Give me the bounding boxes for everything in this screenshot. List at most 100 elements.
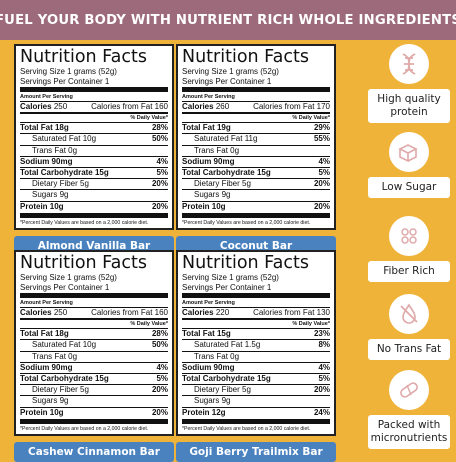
amount-per-serving: Amount Per Serving [20, 94, 73, 100]
nutrient-percent: 50% [151, 340, 168, 350]
nutrient-row: Total Carbohydrate 15g 5% [20, 168, 168, 178]
nutrient-name: Protein 10g [20, 407, 64, 417]
nutrient-rows: Total Fat 18g 28% Saturated Fat 10g 50% Tran… [20, 122, 168, 212]
nutrient-row: Protein 10g 20% [20, 202, 168, 212]
calories-value: 220 [215, 308, 230, 317]
label-title: Nutrition Facts [182, 253, 309, 273]
nutrient-percent: 5% [318, 168, 330, 178]
nutrient-row: Dietary Fiber 5g 20% [182, 179, 330, 189]
nutrient-name: Trans Fat 0g [32, 145, 78, 155]
nutrient-row: Total Fat 15g 23% [182, 329, 330, 339]
nutrient-percent: 50% [151, 134, 168, 144]
capsule-icon [389, 370, 429, 410]
nutrient-percent: 20% [151, 385, 168, 395]
nutrient-name: Total Carbohydrate 15g [182, 374, 271, 384]
nutrient-percent: 28% [151, 329, 168, 339]
nutrient-row: Saturated Fat 10g 50% [20, 340, 168, 350]
serving-size: Serving Size 1 grams (52g) [20, 273, 117, 282]
label-title: Nutrition Facts [20, 253, 147, 273]
nutrient-percent: 55% [313, 134, 330, 144]
nutrient-row: Trans Fat 0g [20, 352, 168, 362]
grain-icon [389, 216, 429, 256]
nutrition-panel-cashew: Nutrition Facts Serving Size 1 grams (52… [14, 250, 174, 462]
nutrient-name: Sugars 9g [194, 396, 231, 406]
nutrient-name: Sugars 9g [194, 190, 231, 200]
amount-per-serving: Amount Per Serving [182, 94, 235, 100]
nutrient-name: Trans Fat 0g [32, 351, 78, 361]
nutrient-name: Sodium 90mg [20, 362, 73, 372]
nutrient-name: Total Carbohydrate 15g [20, 168, 109, 178]
nutrient-percent: 5% [156, 374, 168, 384]
feature-label: Fiber Rich [368, 261, 450, 282]
daily-value-header: % Daily Value* [292, 115, 330, 122]
nutrient-name: Sugars 9g [32, 396, 69, 406]
calories-from-fat: Calories from Fat 160 [91, 308, 168, 317]
footnote: *Percent Daily Values are based on a 2,0… [182, 425, 311, 432]
servings-per-container: Servings Per Container 1 [20, 282, 110, 292]
nutrient-row: Total Fat 18g 28% [20, 123, 168, 133]
sugar-cube-icon [389, 132, 429, 172]
calories-value: 250 [53, 102, 68, 111]
servings-per-container: Servings Per Container 1 [20, 76, 110, 86]
nutrient-row: Total Fat 19g 29% [182, 123, 330, 133]
footnote: *Percent Daily Values are based on a 2,0… [20, 425, 149, 432]
amount-per-serving: Amount Per Serving [20, 300, 73, 306]
feature-label: Low Sugar [368, 177, 450, 198]
nutrient-row: Protein 12g 24% [182, 408, 330, 418]
nutrient-percent: 8% [318, 340, 330, 350]
nutrient-percent: 4% [156, 362, 168, 372]
calories-from-fat: Calories from Fat 170 [253, 102, 330, 111]
nutrient-name: Total Fat 19g [182, 123, 231, 133]
nutrient-percent: 20% [313, 179, 330, 189]
label-title: Nutrition Facts [20, 47, 147, 67]
nutrient-rows: Total Fat 18g 28% Saturated Fat 10g 50% Tran… [20, 328, 168, 418]
nutrient-row: Protein 10g 20% [182, 202, 330, 212]
calories-from-fat: Calories from Fat 130 [253, 308, 330, 317]
nutrient-name: Total Fat 18g [20, 329, 69, 339]
nutrient-name: Saturated Fat 11g [194, 134, 258, 144]
calories-label: Calories [20, 308, 52, 317]
nutrient-row: Saturated Fat 10g 50% [20, 134, 168, 144]
nutrient-name: Total Carbohydrate 15g [20, 374, 109, 384]
nutrient-row: Sugars 9g [20, 396, 168, 406]
nutrition-label: Nutrition Facts Serving Size 1 grams (52… [176, 44, 336, 230]
nutrient-name: Sugars 9g [32, 190, 69, 200]
nutrition-label: Nutrition Facts Serving Size 1 grams (52… [176, 250, 336, 436]
nutrient-name: Saturated Fat 10g [32, 340, 97, 350]
nutrient-name: Trans Fat 0g [194, 145, 240, 155]
nutrient-row: Dietary Fiber 5g 20% [20, 179, 168, 189]
nutrition-panel-goji: Nutrition Facts Serving Size 1 grams (52… [176, 250, 336, 462]
nutrient-name: Total Carbohydrate 15g [182, 168, 271, 178]
product-name: Goji Berry Trailmix Bar [176, 441, 336, 462]
feature-label: High quality protein [368, 89, 450, 123]
nutrient-name: Total Fat 15g [182, 329, 231, 339]
nutrient-percent: 5% [318, 374, 330, 384]
nutrient-row: Sodium 90mg 4% [182, 363, 330, 373]
nutrient-rows: Total Fat 19g 29% Saturated Fat 11g 55% Tran… [182, 122, 330, 212]
nutrient-name: Saturated Fat 10g [32, 134, 97, 144]
nutrient-percent: 29% [313, 123, 330, 133]
nutrient-percent: 20% [151, 201, 168, 211]
nutrient-row: Sodium 90mg 4% [182, 157, 330, 167]
daily-value-header: % Daily Value* [130, 321, 168, 328]
nutrient-percent: 20% [151, 407, 168, 417]
no-drop-icon [389, 294, 429, 334]
footnote: *Percent Daily Values are based on a 2,0… [20, 219, 149, 226]
nutrient-row: Trans Fat 0g [182, 146, 330, 156]
feature-micronutrients: Packed with micronutrients [362, 370, 456, 449]
feature-low-sugar: Low Sugar [362, 132, 456, 198]
nutrition-label: Nutrition Facts Serving Size 1 grams (52… [14, 250, 174, 436]
nutrition-label: Nutrition Facts Serving Size 1 grams (52… [14, 44, 174, 230]
nutrient-percent: 23% [313, 329, 330, 339]
nutrient-name: Dietary Fiber 5g [194, 385, 251, 395]
nutrient-percent: 28% [151, 123, 168, 133]
nutrient-row: Sugars 9g [182, 190, 330, 200]
nutrient-row: Protein 10g 20% [20, 408, 168, 418]
feature-label: Packed with micronutrients [368, 415, 450, 449]
calories-label: Calories [182, 102, 214, 111]
servings-per-container: Servings Per Container 1 [182, 282, 272, 292]
servings-per-container: Servings Per Container 1 [182, 76, 272, 86]
nutrient-row: Total Carbohydrate 15g 5% [182, 168, 330, 178]
calories-label: Calories [20, 102, 52, 111]
calories-value: 260 [215, 102, 230, 111]
